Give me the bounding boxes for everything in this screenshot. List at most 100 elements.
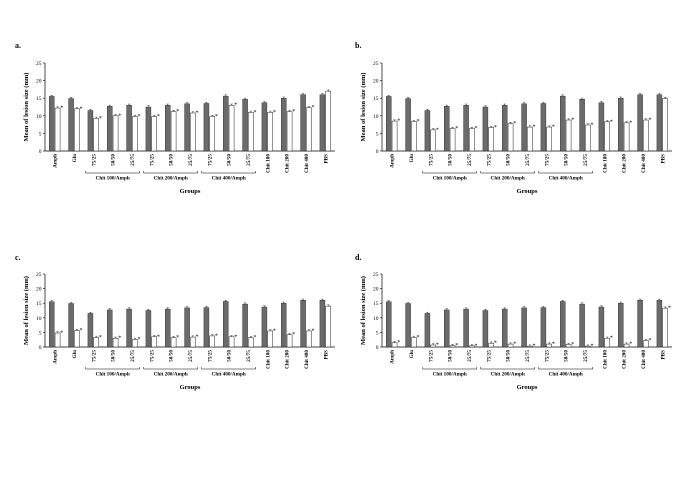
bar-series-1 [107,106,113,152]
x-category-label: 75/25 [91,154,97,166]
bar-series-2 [248,112,254,152]
bar-series-1 [521,307,527,348]
bar-series-1 [444,309,450,348]
y-tick-label: 0 [376,345,379,351]
bar-series-2 [623,122,630,152]
group-bracket [201,171,256,174]
significance-star: * [513,121,516,127]
significance-star: * [292,109,295,115]
bar-series-1 [184,307,190,348]
bar-series-1 [261,306,268,348]
significance-star: * [475,126,478,132]
y-tick-label: 15 [373,301,379,307]
x-category-label: 25/75 [246,154,252,166]
bar-series-1 [281,303,287,348]
bar-series-2 [286,111,293,152]
bar-series-2 [306,107,312,152]
y-tick-label: 5 [39,330,42,336]
panel-label: a. [15,41,21,50]
bar-series-1 [87,313,94,348]
x-group-label: Chit 100/Amph [433,372,467,378]
bar-series-1 [579,303,585,348]
x-category-label: 75/25 [486,350,492,362]
bar-series-2 [662,307,669,348]
x-category-label: 50/50 [448,350,454,362]
x-category-label: Glu [72,350,78,358]
significance-star: * [494,341,497,347]
y-tick-label: 20 [36,287,42,293]
bar-series-1 [405,98,411,152]
significance-star: * [552,342,555,348]
x-category-label: 50/50 [227,154,233,166]
x-category-label: 25/75 [188,350,194,362]
x-category-label: 75/25 [544,154,550,166]
bar-series-1 [424,110,431,152]
bar-series-2 [604,121,611,152]
significance-star: * [513,342,516,348]
bar-series-1 [618,303,624,348]
bar-series-1 [560,95,566,152]
bar-series-2 [546,126,553,152]
bar-series-1 [540,103,547,152]
bar-series-1 [165,308,171,348]
significance-star: * [196,110,199,116]
significance-star: * [234,334,237,340]
bar-series-1 [300,94,306,152]
x-category-label: Chit 400 [641,350,647,369]
y-tick-label: 10 [373,316,379,322]
x-category-label: Chit 100 [602,154,608,173]
bar-series-1 [424,313,431,348]
x-category-label: 50/50 [111,350,117,362]
bar-series-2 [325,305,332,348]
x-category-label: 25/75 [246,350,252,362]
bar-series-1 [618,97,624,152]
bar-series-1 [145,310,152,348]
y-tick-label: 20 [373,79,379,85]
x-category-label: Amph [390,154,396,168]
significance-star: * [196,335,199,341]
significance-star: * [60,106,63,112]
x-category-label: PBS [660,154,666,164]
bar-series-1 [242,303,248,348]
significance-star: * [533,344,536,350]
bar-series-1 [126,105,132,152]
significance-star: * [118,113,121,119]
bar-series-1 [107,309,113,348]
x-category-label: 75/25 [149,350,155,362]
y-tick-label: 15 [373,96,379,102]
bar-series-1 [405,303,411,348]
bar-series-1 [242,99,248,152]
x-category-label: Glu [72,154,78,162]
bar-series-2 [565,119,572,152]
group-bracket [143,367,198,370]
significance-star: * [157,334,160,340]
significance-star: * [668,306,671,312]
x-category-label: 25/75 [583,350,589,362]
bar-series-1 [223,95,229,152]
x-category-label: Chit 100 [265,350,271,369]
x-category-label: 50/50 [227,350,233,362]
bar-series-1 [540,307,547,348]
panel-label: b. [355,41,361,50]
x-category-label: Chit 100 [265,154,271,173]
y-tick-label: 25 [36,272,42,278]
significance-star: * [417,335,420,341]
bar-series-1 [261,102,268,152]
group-bracket [85,367,140,370]
y-tick-label: 10 [373,114,379,120]
bar-series-2 [228,104,235,152]
y-tick-label: 0 [39,149,42,155]
x-axis-title: Groups [180,188,201,195]
y-axis-title: Mean of lesion size (mm) [23,73,30,142]
bar-series-1 [560,301,566,348]
x-category-label: Chit 200 [285,154,291,173]
x-group-label: Chit 200/Amph [491,176,525,182]
significance-star: * [176,335,179,341]
significance-star: * [397,340,400,346]
x-group-label: Chit 200/Amph [491,372,525,378]
significance-star: * [571,342,574,348]
group-bracket [480,171,535,174]
significance-star: * [138,114,141,120]
x-category-label: 75/25 [486,154,492,166]
